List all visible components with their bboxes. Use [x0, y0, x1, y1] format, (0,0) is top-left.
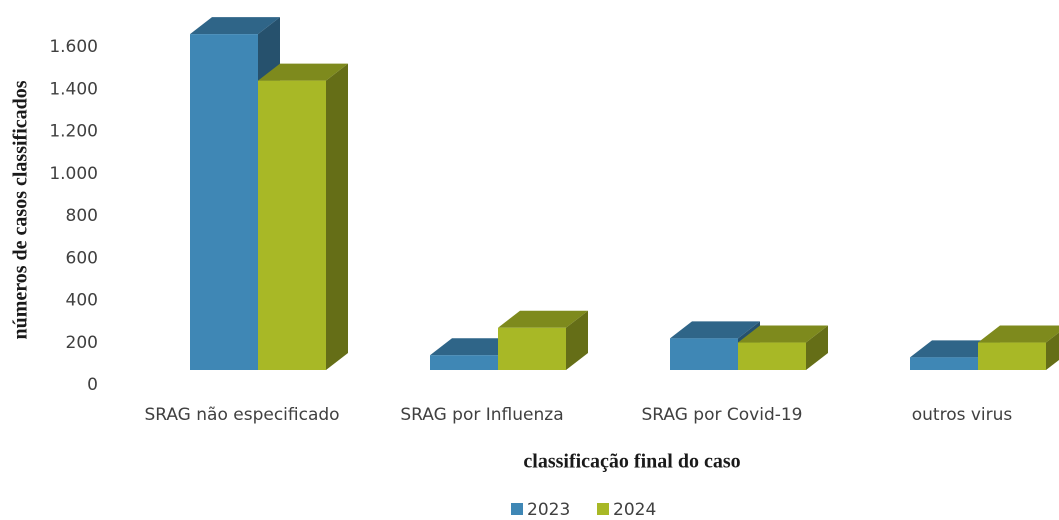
y-tick-label: 800 [66, 206, 98, 226]
bar-top [978, 325, 1059, 343]
legend-swatch [511, 503, 523, 515]
bar-front [190, 34, 258, 371]
bar-front [978, 342, 1046, 370]
bar-top [190, 17, 280, 35]
bar-top [498, 310, 588, 328]
bar-side [326, 63, 348, 371]
bar [498, 310, 588, 370]
y-tick-label: 600 [66, 248, 98, 268]
y-tick-label: 1.000 [49, 164, 98, 184]
bar [258, 63, 348, 371]
bar [738, 325, 828, 370]
legend-label: 2023 [527, 500, 570, 520]
bar-top [258, 63, 348, 81]
x-tick-label: outros virus [912, 405, 1013, 425]
bar-front [738, 342, 806, 370]
legend-swatch [597, 503, 609, 515]
y-tick-label: 1.200 [49, 122, 98, 142]
bar-side [566, 310, 588, 370]
bar-top [670, 321, 760, 339]
y-tick-label: 1.400 [49, 79, 98, 99]
bar-top [738, 325, 828, 343]
x-axis-title: classificação final do caso [523, 451, 740, 473]
bar-front [430, 355, 498, 370]
legend-label: 2024 [613, 500, 656, 520]
x-tick-label: SRAG não especificado [144, 405, 339, 425]
bar [978, 325, 1059, 370]
bar-front [670, 338, 738, 370]
y-axis-title: números de casos classificados [10, 80, 32, 339]
y-tick-label: 400 [66, 291, 98, 311]
y-tick-label: 1.600 [49, 37, 98, 57]
y-tick-label: 200 [66, 333, 98, 353]
bar-side [1046, 332, 1059, 370]
bar-front [910, 357, 978, 370]
x-tick-label: SRAG por Covid-19 [641, 405, 802, 425]
y-tick-label: 0 [87, 375, 98, 395]
bar-front [258, 80, 326, 371]
bar-top [430, 338, 520, 356]
bar-front [498, 327, 566, 370]
bar-top [910, 340, 1000, 358]
x-tick-label: SRAG por Influenza [400, 405, 563, 425]
bar-side [806, 325, 828, 370]
